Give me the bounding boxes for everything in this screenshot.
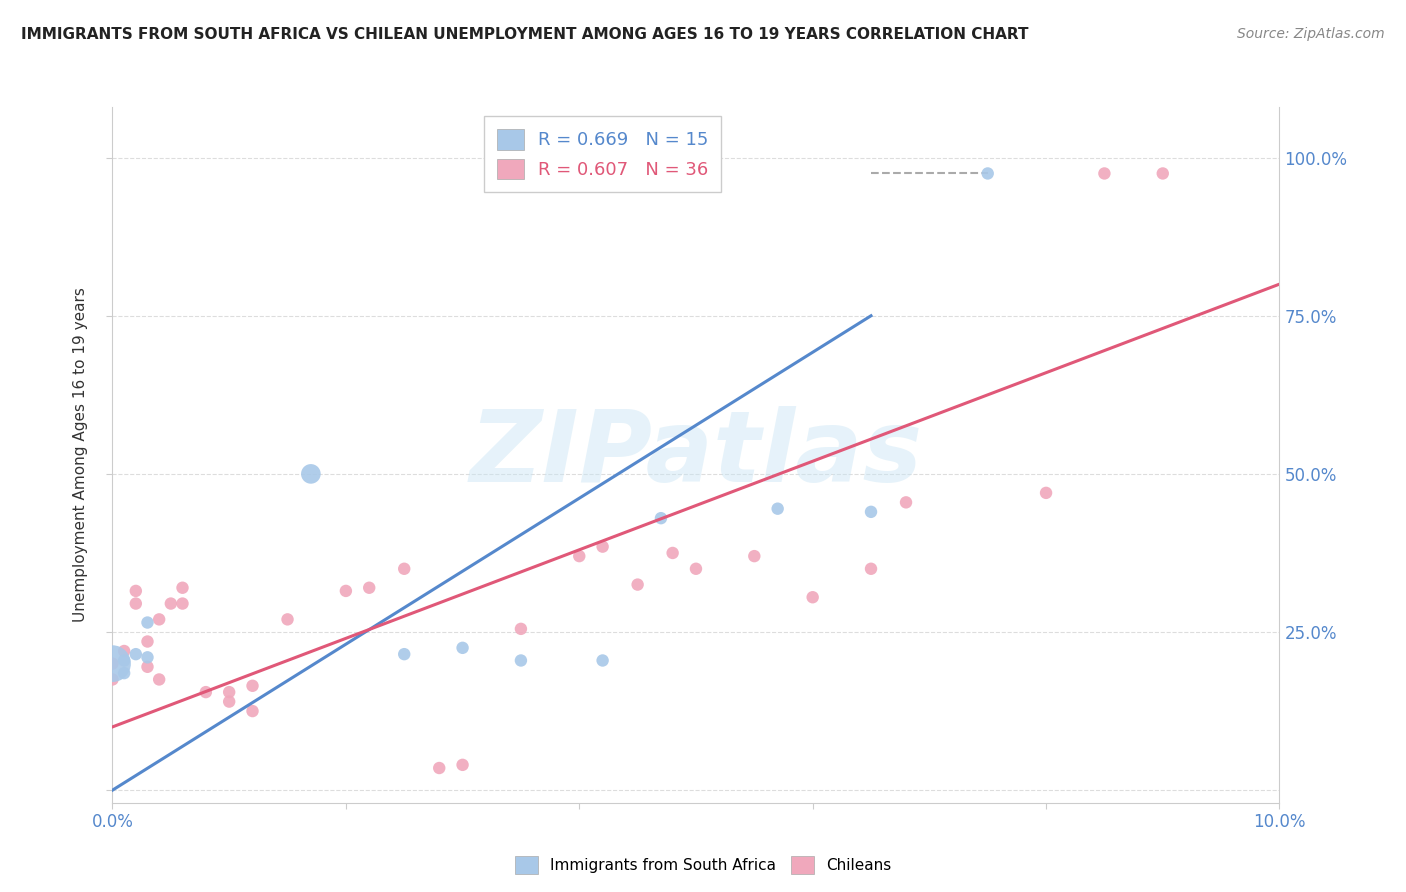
Text: Source: ZipAtlas.com: Source: ZipAtlas.com (1237, 27, 1385, 41)
Point (392, 562, 416, 576)
Point (101, 657, 124, 671)
Point (626, 577, 648, 591)
Point (392, 647, 416, 661)
Point (592, 540, 614, 554)
Y-axis label: Unemployment Among Ages 16 to 19 years: Unemployment Among Ages 16 to 19 years (73, 287, 89, 623)
Point (1092, 166, 1115, 180)
Point (172, 581, 194, 595)
Point (451, 640, 474, 655)
Point (112, 666, 135, 681)
Point (148, 612, 170, 626)
Point (509, 622, 531, 636)
Point (661, 546, 683, 560)
Legend: R = 0.669   N = 15, R = 0.607   N = 36: R = 0.669 N = 15, R = 0.607 N = 36 (484, 116, 721, 192)
Point (427, 761, 450, 775)
Point (742, 549, 765, 563)
Point (112, 644, 135, 658)
Point (859, 505, 883, 519)
Point (218, 695, 240, 709)
Point (136, 615, 159, 630)
Point (101, 673, 124, 687)
Point (242, 679, 264, 693)
Point (592, 653, 614, 667)
Point (125, 583, 148, 598)
Point (194, 685, 217, 699)
Point (335, 583, 357, 598)
Point (1152, 166, 1174, 180)
Point (242, 704, 264, 718)
Point (1035, 486, 1057, 500)
Point (148, 673, 170, 687)
Point (172, 597, 194, 611)
Legend: Immigrants from South Africa, Chileans: Immigrants from South Africa, Chileans (509, 850, 897, 880)
Point (766, 501, 789, 516)
Point (568, 549, 591, 563)
Point (451, 757, 474, 772)
Point (299, 467, 322, 481)
Point (685, 562, 707, 576)
Point (136, 650, 159, 665)
Point (218, 685, 240, 699)
Point (859, 562, 883, 576)
Point (801, 591, 824, 605)
Point (136, 660, 159, 674)
Point (976, 166, 998, 180)
Point (160, 597, 183, 611)
Point (125, 597, 148, 611)
Point (136, 634, 159, 648)
Point (101, 657, 124, 671)
Point (359, 581, 381, 595)
Point (276, 612, 298, 626)
Point (125, 647, 148, 661)
Point (112, 653, 135, 667)
Text: ZIPatlas: ZIPatlas (470, 407, 922, 503)
Text: IMMIGRANTS FROM SOUTH AFRICA VS CHILEAN UNEMPLOYMENT AMONG AGES 16 TO 19 YEARS C: IMMIGRANTS FROM SOUTH AFRICA VS CHILEAN … (21, 27, 1029, 42)
Point (894, 495, 917, 509)
Point (650, 511, 672, 525)
Point (509, 653, 531, 667)
